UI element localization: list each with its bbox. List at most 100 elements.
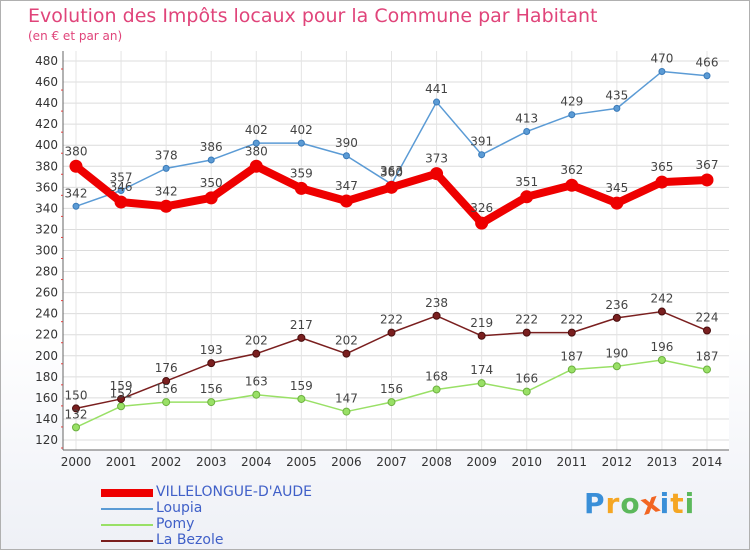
data-label: 441 xyxy=(425,82,448,96)
logo-letter: r xyxy=(605,487,621,520)
data-label: 176 xyxy=(155,361,178,375)
logo-letter: o xyxy=(620,487,641,520)
series-point-1 xyxy=(703,72,711,80)
series-point-3 xyxy=(612,313,621,322)
series-point-2 xyxy=(342,407,351,416)
series-point-3 xyxy=(72,404,80,413)
series-point-3 xyxy=(477,331,486,340)
data-label: 156 xyxy=(380,382,403,396)
data-label: 196 xyxy=(650,340,673,354)
y-tick-label: 160 xyxy=(35,391,58,405)
data-label: 156 xyxy=(155,382,178,396)
data-label: 159 xyxy=(110,379,133,393)
data-label: 365 xyxy=(650,160,673,174)
y-tick-label: 360 xyxy=(35,180,58,194)
series-point-0 xyxy=(69,159,83,173)
y-tick-label: 220 xyxy=(35,328,58,342)
data-label: 357 xyxy=(110,170,133,184)
data-label: 202 xyxy=(335,334,358,348)
y-tick-label: 400 xyxy=(35,138,58,152)
x-tick-label: 2009 xyxy=(466,455,497,469)
legend-label: VILLELONGUE-D'AUDE xyxy=(156,484,313,500)
data-label: 429 xyxy=(560,95,583,109)
series-point-2 xyxy=(567,365,576,374)
data-label: 166 xyxy=(515,372,538,386)
data-label: 150 xyxy=(65,388,88,402)
series-point-1 xyxy=(72,202,80,210)
data-label: 174 xyxy=(470,363,493,377)
data-label: 187 xyxy=(560,349,583,363)
series-point-0 xyxy=(565,178,579,192)
y-tick-label: 380 xyxy=(35,159,58,173)
x-tick-label: 2006 xyxy=(331,455,362,469)
data-label: 217 xyxy=(290,318,313,332)
x-tick-label: 2008 xyxy=(421,455,452,469)
data-label: 386 xyxy=(200,140,223,154)
y-tick-label: 300 xyxy=(35,244,58,258)
x-tick-label: 2001 xyxy=(106,455,137,469)
data-label: 222 xyxy=(560,313,583,327)
series-point-1 xyxy=(478,151,486,159)
series-point-3 xyxy=(342,349,351,358)
series-point-0 xyxy=(475,216,489,230)
data-label: 391 xyxy=(470,135,493,149)
data-label: 342 xyxy=(65,186,88,200)
data-label: 236 xyxy=(605,298,628,312)
data-label: 345 xyxy=(605,181,628,195)
series-point-3 xyxy=(117,394,126,403)
chart-subtitle: (en € et par an) xyxy=(28,29,123,43)
y-tick-label: 340 xyxy=(35,201,58,215)
data-label: 242 xyxy=(650,292,673,306)
series-point-2 xyxy=(297,394,306,403)
logo-letter: t xyxy=(670,487,685,520)
logo-letter: P xyxy=(584,487,606,520)
data-label: 367 xyxy=(696,158,719,172)
series-point-1 xyxy=(117,186,125,194)
y-tick-label: 440 xyxy=(35,96,58,110)
series-point-3 xyxy=(297,333,306,342)
series-point-1 xyxy=(297,139,305,147)
series-point-0 xyxy=(114,195,128,209)
series-point-3 xyxy=(432,311,441,320)
data-label: 373 xyxy=(425,152,448,166)
data-label: 147 xyxy=(335,392,358,406)
series-point-3 xyxy=(703,326,711,335)
legend-swatch xyxy=(101,489,153,497)
series-point-1 xyxy=(207,156,215,164)
data-label: 187 xyxy=(696,349,719,363)
data-label: 413 xyxy=(515,112,538,126)
series-point-0 xyxy=(655,175,669,189)
y-tick-label: 200 xyxy=(35,349,58,363)
legend-swatch xyxy=(101,524,153,526)
x-tick-label: 2012 xyxy=(602,455,633,469)
series-point-2 xyxy=(612,362,621,371)
x-tick-label: 2011 xyxy=(557,455,588,469)
series-point-3 xyxy=(522,328,531,337)
series-point-3 xyxy=(567,328,576,337)
data-label: 346 xyxy=(110,180,133,194)
data-label: 466 xyxy=(696,56,719,70)
series-point-2 xyxy=(252,390,261,399)
data-label: 159 xyxy=(290,379,313,393)
data-label: 238 xyxy=(425,296,448,310)
series-point-2 xyxy=(657,355,666,364)
series-point-0 xyxy=(204,191,218,205)
data-label: 350 xyxy=(200,176,223,190)
data-label: 362 xyxy=(560,163,583,177)
series-point-2 xyxy=(703,365,711,374)
data-label: 378 xyxy=(155,148,178,162)
data-label: 222 xyxy=(515,313,538,327)
series-point-2 xyxy=(117,402,126,411)
series-point-0 xyxy=(159,199,173,213)
data-label: 342 xyxy=(155,184,178,198)
y-tick-label: 480 xyxy=(35,54,58,68)
x-tick-label: 2007 xyxy=(376,455,407,469)
y-tick-label: 260 xyxy=(35,286,58,300)
series-point-2 xyxy=(522,387,531,396)
series-point-1 xyxy=(523,128,531,136)
x-tick-label: 2005 xyxy=(286,455,317,469)
x-tick-label: 2010 xyxy=(511,455,542,469)
data-label: 132 xyxy=(65,407,88,421)
data-label: 359 xyxy=(290,166,313,180)
series-point-0 xyxy=(520,190,534,204)
